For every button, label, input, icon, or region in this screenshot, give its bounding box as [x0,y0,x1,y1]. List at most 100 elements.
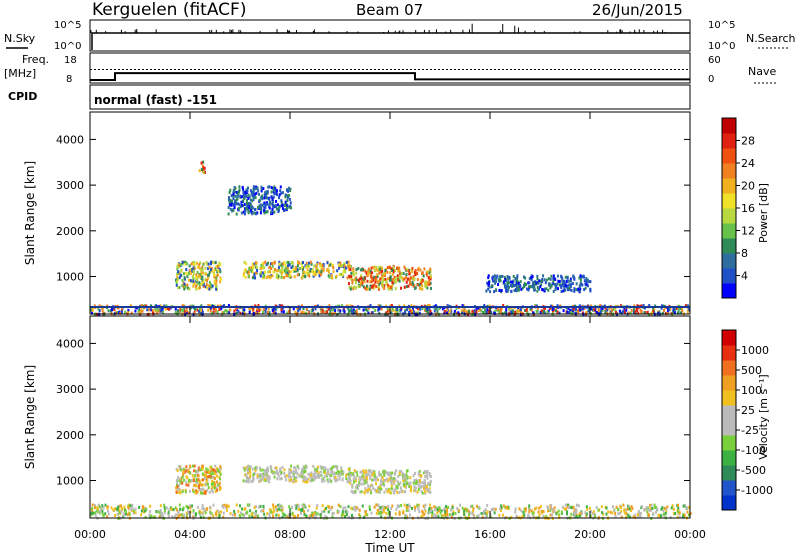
echo-cell [290,505,293,509]
echo-cell [251,262,254,266]
echo-cell [161,513,164,517]
echo-cell [284,268,287,272]
echo-cell [257,474,260,478]
echo-cell [220,307,223,311]
echo-cell [428,474,431,478]
echo-cell [447,505,450,509]
echo-cell [209,260,212,264]
echo-cell [301,304,304,308]
echo-cell [246,186,249,190]
echo-cell [188,489,191,493]
echo-cell [366,279,369,283]
echo-cell [461,506,464,510]
echo-cell [290,270,293,274]
echo-cell [370,483,373,487]
echo-cell [327,504,330,508]
echo-cell [283,203,286,207]
echo-cell [584,286,587,290]
echo-cell [461,310,464,314]
nsky-tick-bottom: 10^0 [54,41,81,52]
echo-cell [185,483,188,487]
echo-cell [657,514,660,518]
echo-cell [249,465,252,469]
echo-cell [161,307,164,311]
echo-cell [191,504,194,508]
echo-cell [186,510,189,514]
echo-cell [532,515,535,519]
echo-cell [575,288,578,292]
echo-cell [330,274,333,278]
echo-cell [535,309,538,313]
echo-cell [403,483,406,487]
echo-cell [404,275,407,279]
echo-cell [401,476,404,480]
echo-cell [239,205,242,209]
echo-cell [484,311,487,315]
y-tick-label: 2000 [56,429,84,442]
freq-label-line1: Freq. [22,53,49,66]
echo-cell [432,515,435,519]
echo-cell [575,512,578,516]
echo-cell [365,471,368,475]
echo-cell [413,489,416,493]
echo-cell [228,203,231,207]
echo-cell [150,304,153,308]
echo-cell [308,274,311,278]
echo-cell [586,278,589,282]
echo-cell [268,200,271,204]
echo-cell [348,264,351,268]
echo-cell [530,278,533,282]
echo-cell [379,281,382,285]
echo-cell [123,505,126,509]
echo-cell [430,506,433,510]
echo-cell [383,473,386,477]
echo-cell [552,279,555,283]
echo-cell [586,508,589,512]
echo-cell [193,267,196,271]
echo-cell [406,504,409,508]
echo-cell [212,481,215,485]
echo-cell [380,515,383,519]
echo-cell [650,517,653,521]
echo-cell [218,515,221,519]
echo-cell [584,282,587,286]
echo-cell [552,274,555,278]
echo-cell [418,311,421,315]
echo-cell [343,514,346,518]
echo-cell [522,275,525,279]
echo-cell [407,509,410,513]
echo-cell [386,515,389,519]
echo-cell [316,304,319,308]
echo-cell [649,509,652,513]
echo-cell [611,505,614,509]
echo-cell [419,268,422,272]
echo-cell [423,512,426,516]
echo-cell [305,514,308,518]
echo-cell [243,308,246,312]
echo-cell [572,307,575,311]
echo-cell [362,478,365,482]
echo-cell [131,506,134,510]
echo-cell [282,262,285,266]
echo-cell [275,508,278,512]
echo-cell [400,504,403,508]
echo-cell [311,478,314,482]
echo-cell [419,473,422,477]
echo-cell [194,513,197,517]
echo-cell [374,280,377,284]
echo-cell [120,510,123,514]
echo-cell [514,507,517,511]
echo-cell [365,271,368,275]
echo-cell [360,279,363,283]
colorbar-tick-label: -1000 [741,484,773,497]
echo-cell [465,509,468,513]
echo-cell [157,509,160,513]
echo-cell [267,274,270,278]
echo-cell [405,481,408,485]
echo-cell [417,471,420,475]
echo-cell [257,205,260,209]
echo-cell [259,272,262,276]
echo-cell [476,515,479,519]
echo-cell [183,309,186,313]
echo-cell [283,513,286,517]
